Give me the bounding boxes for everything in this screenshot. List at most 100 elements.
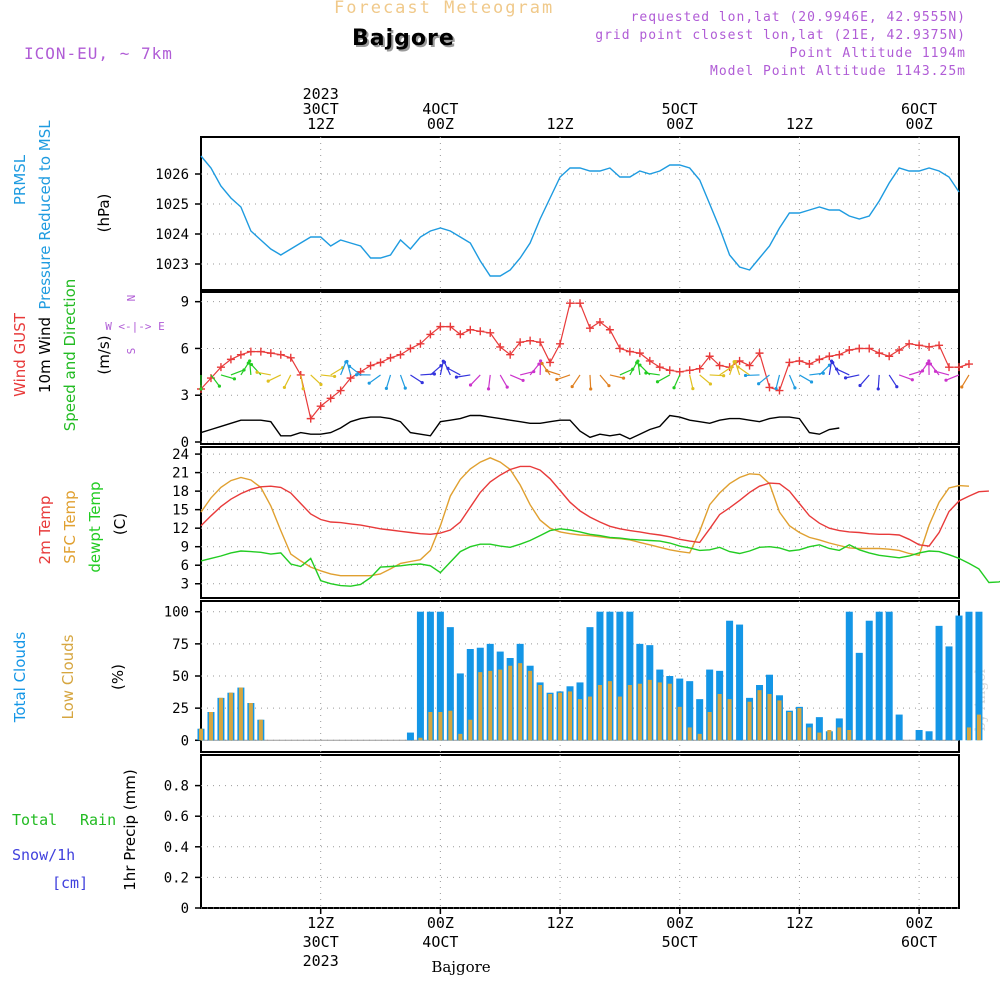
panel-label: Wind GUST <box>11 312 29 397</box>
wind-arrow <box>788 374 796 389</box>
total-cloud-bar <box>436 611 444 741</box>
total-cloud-bar <box>726 620 734 741</box>
low-cloud-bar <box>199 728 203 741</box>
wind-arrow <box>629 362 638 376</box>
compass-north: N <box>125 295 138 302</box>
wind-arrowhead <box>538 359 543 363</box>
y-tick-label: 75 <box>172 637 189 653</box>
low-cloud-bar <box>597 685 602 741</box>
wind-arrowhead <box>960 385 964 389</box>
wind-arrowhead <box>486 387 491 391</box>
total-cloud-bar <box>925 731 933 741</box>
bottom-axis-label: 5OCT <box>662 933 698 951</box>
panel-frame <box>200 136 960 291</box>
wind-arrow <box>430 365 442 376</box>
wind-arrowhead <box>672 386 676 390</box>
precip-axis-label: 1hr Precip (mm) <box>121 769 139 890</box>
bottom-axis-label: 30CT <box>303 933 339 951</box>
gust-marker <box>885 352 894 361</box>
wind-arrow <box>240 362 249 376</box>
wind-arrowhead <box>589 387 593 391</box>
compass-west-east: W <-|-> E <box>105 320 165 333</box>
low-cloud-bar <box>667 683 672 741</box>
gust-marker <box>755 349 764 358</box>
total-cloud-bar <box>416 611 424 741</box>
gust-marker <box>506 350 515 359</box>
wind-arrowhead <box>644 371 648 375</box>
gust-marker <box>306 414 315 423</box>
dewpoint-line <box>200 528 1000 587</box>
wind-arrow <box>499 374 508 388</box>
wind-arrow <box>908 370 923 376</box>
gust-marker <box>735 356 744 365</box>
wind-arrowhead <box>442 360 447 364</box>
gust-marker <box>526 336 535 345</box>
gust-marker <box>695 364 704 373</box>
wind-arrow <box>845 374 860 379</box>
gust-marker <box>895 346 904 355</box>
wind-arrowhead <box>199 387 203 391</box>
wind-arrow <box>300 374 304 389</box>
wind-arrowhead <box>835 367 839 371</box>
wind-arrow <box>210 374 220 387</box>
wind-arrowhead <box>858 383 862 388</box>
gust-marker <box>496 342 505 351</box>
low-cloud-bar <box>508 665 513 741</box>
model-label: ICON-EU, ~ 7km <box>24 44 173 63</box>
gust-marker <box>346 374 355 383</box>
wind-arrow <box>709 374 724 377</box>
gust-marker <box>556 339 565 348</box>
y-tick-label: 1024 <box>155 227 189 243</box>
bottom-axis-label: 12Z <box>307 914 334 932</box>
wind-arrow <box>283 374 292 388</box>
wind-arrow <box>546 370 561 376</box>
y-tick-label: 0.6 <box>164 809 189 825</box>
total-cloud-bar <box>736 624 744 741</box>
wind-arrow <box>673 374 681 388</box>
panel-label: Total Clouds <box>11 632 29 724</box>
y-tick-label: 0 <box>181 435 189 451</box>
wind-arrow <box>775 374 781 389</box>
gust-marker <box>915 341 924 350</box>
y-tick-label: 0.4 <box>164 840 189 856</box>
wind-arrowhead <box>432 372 436 376</box>
wind-arrowhead <box>354 373 359 377</box>
gust-marker <box>406 344 415 353</box>
bottom-axis-label: 6OCT <box>901 933 937 951</box>
wind-arrow <box>220 374 235 380</box>
panel-frame <box>200 446 960 599</box>
gust-marker <box>745 361 754 370</box>
wind-speed-line <box>200 414 840 440</box>
gust-marker <box>905 339 914 348</box>
gust-marker <box>925 342 934 351</box>
wind-direction-arrows <box>199 359 970 391</box>
wind-arrow <box>828 361 833 376</box>
wind-arrow <box>689 374 694 389</box>
wind-arrowhead <box>809 380 814 384</box>
wind-arrowhead <box>446 366 450 370</box>
panel-frame <box>200 291 960 445</box>
sfc-temp-line <box>200 457 970 577</box>
gust-marker <box>256 347 265 356</box>
total-cloud-bar <box>446 627 454 741</box>
gust-marker <box>685 366 694 375</box>
wind-arrowhead <box>843 376 848 380</box>
y-tick-label: 0 <box>181 733 189 749</box>
wind-arrowhead <box>691 386 695 391</box>
top-axis-label: 00Z <box>427 115 454 133</box>
wind-arrow <box>349 365 361 376</box>
total-cloud-bar <box>975 611 983 741</box>
low-cloud-bar <box>428 712 433 741</box>
low-cloud-bar <box>568 691 573 741</box>
wind-arrow <box>637 361 641 376</box>
wind-arrow <box>487 374 491 389</box>
precip-label-snow: Snow/1h <box>12 846 75 864</box>
gust-marker <box>426 330 435 339</box>
wind-arrowhead <box>876 387 880 391</box>
y-tick-label: 15 <box>172 503 189 519</box>
gust-marker <box>316 402 325 411</box>
gust-marker <box>605 325 614 334</box>
wind-arrowhead <box>722 374 726 378</box>
footer-location: Bajgore <box>431 958 490 976</box>
wind-arrow <box>420 373 435 376</box>
